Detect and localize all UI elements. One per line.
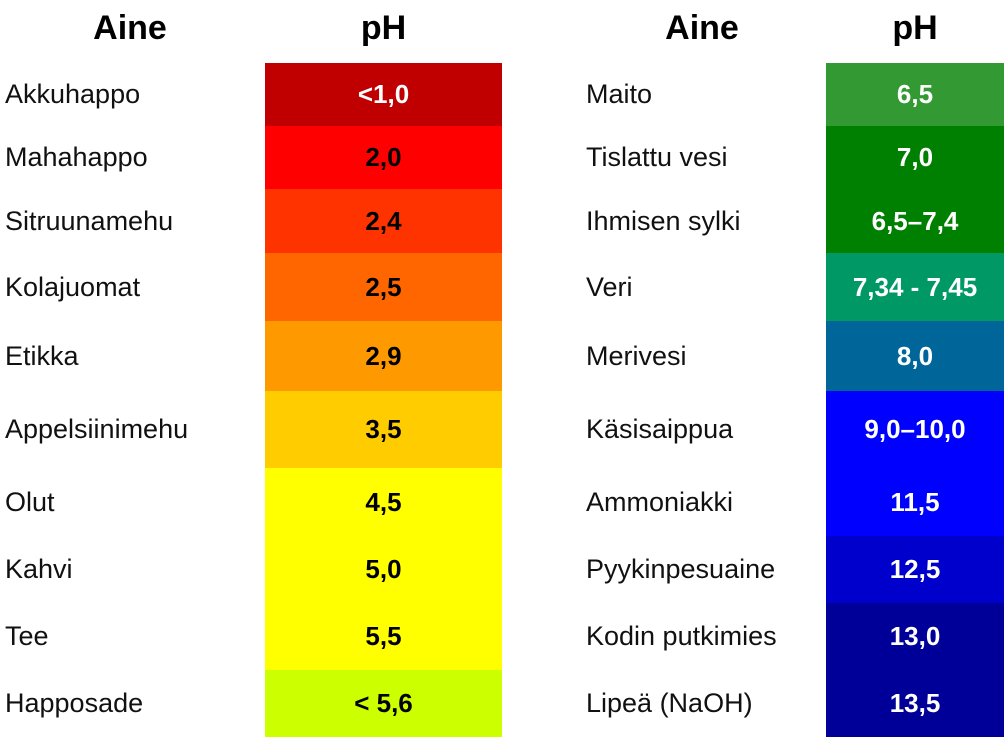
ph-value-cell: 11,5 (826, 468, 1004, 536)
ph-value-cell: 7,34 - 7,45 (826, 253, 1004, 321)
substance-name: Tislattu vesi (586, 142, 728, 172)
substance-name: Käsisaippua (586, 414, 734, 444)
ph-value-cell: 2,4 (265, 189, 502, 253)
ph-value-cell: 12,5 (826, 536, 1004, 603)
ph-value-cell: 3,5 (265, 391, 502, 468)
ph-value-cell: 2,0 (265, 126, 502, 189)
left-header-aine: Aine (93, 9, 167, 47)
ph-value-cell: 13,5 (826, 670, 1004, 737)
ph-value-cell: 2,5 (265, 253, 502, 321)
substance-name: Lipeä (NaOH) (586, 688, 753, 718)
substance-name: Kahvi (5, 554, 73, 584)
substance-name: Akkuhappo (5, 79, 141, 109)
ph-value-cell: 9,0–10,0 (826, 391, 1004, 468)
substance-name: Tee (5, 621, 49, 651)
substance-name: Pyykinpesuaine (586, 554, 776, 584)
substance-name: Olut (5, 486, 55, 517)
substance-name: Etikka (5, 340, 79, 371)
substance-name: Maito (586, 79, 653, 109)
substance-name: Sitruunamehu (5, 205, 174, 236)
ph-value-cell: 7,0 (826, 126, 1004, 189)
ph-value-cell: 5,5 (265, 603, 502, 670)
left-header-ph: pH (360, 9, 407, 47)
right-header-aine: Aine (665, 9, 739, 47)
ph-value-cell: < 5,6 (265, 670, 502, 737)
ph-value-cell: 8,0 (826, 321, 1004, 391)
ph-value-cell: 6,5 (826, 63, 1004, 126)
substance-name: Appelsiinimehu (5, 414, 189, 444)
ph-value-cell: 6,5–7,4 (826, 189, 1004, 253)
substance-name: Ihmisen sylki (586, 205, 741, 236)
substance-name: Happosade (5, 688, 144, 718)
substance-name: Ammoniakki (586, 486, 734, 517)
substance-name: Veri (586, 271, 633, 302)
ph-value-cell: <1,0 (265, 63, 502, 126)
ph-value-cell: 13,0 (826, 603, 1004, 670)
ph-value-cell: 4,5 (265, 468, 502, 536)
substance-name: Mahahappo (5, 142, 148, 172)
ph-value-cell: 5,0 (265, 536, 502, 603)
substance-name: Kodin putkimies (586, 621, 777, 651)
right-header-ph: pH (892, 9, 938, 47)
substance-name: Kolajuomat (5, 271, 141, 302)
substance-name: Merivesi (586, 340, 687, 371)
ph-value-cell: 2,9 (265, 321, 502, 391)
